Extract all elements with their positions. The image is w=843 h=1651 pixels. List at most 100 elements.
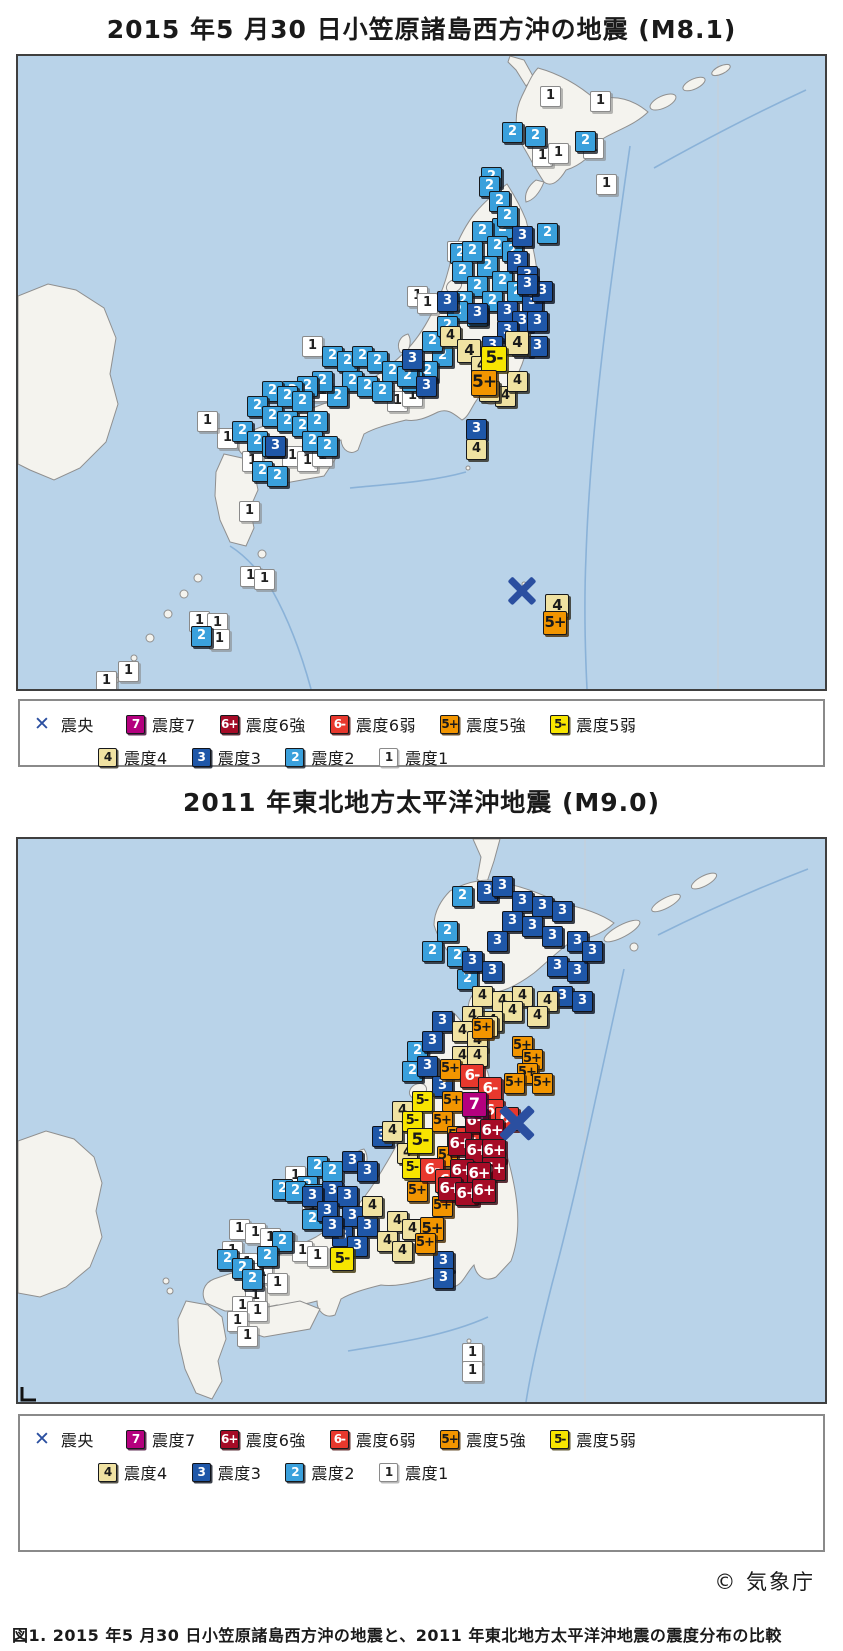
island-kuril — [711, 63, 731, 77]
legend-label: 震度6強 — [245, 1431, 306, 1450]
intensity-marker-3: 3 — [356, 1215, 378, 1237]
intensity-marker-7: 7 — [461, 1091, 487, 1117]
legend-label: 震度5強 — [466, 716, 527, 735]
island-sw-3 — [179, 589, 189, 599]
intensity-marker-4: 4 — [501, 1000, 523, 1022]
legend-swatch-1: 1 — [379, 1462, 399, 1482]
intensity-marker-3: 3 — [336, 1185, 358, 1207]
island-kunashiri — [603, 919, 641, 943]
intensity-marker-2: 2 — [371, 380, 393, 402]
intensity-marker-3: 3 — [264, 435, 286, 457]
island-sw-5 — [145, 633, 155, 643]
intensity-marker-1: 1 — [416, 292, 438, 314]
legend-swatch-3: 3 — [191, 1462, 211, 1482]
intensity-marker-3: 3 — [516, 273, 538, 295]
intensity-marker-3: 3 — [566, 960, 588, 982]
intensity-marker-5-: 5- — [481, 346, 507, 372]
intensity-marker-2: 2 — [190, 625, 212, 647]
island-shikotan — [629, 942, 639, 952]
map-2011-tohoku: 1111111111111111111222222222222222222233… — [16, 837, 827, 1404]
island-izu-3 — [465, 465, 471, 471]
island-etorofu — [651, 893, 681, 913]
intensity-marker-2: 2 — [316, 435, 338, 457]
intensity-marker-5+: 5+ — [471, 370, 497, 396]
copyright: © 気象庁 — [714, 1570, 815, 1594]
legend-label: 震度6弱 — [355, 716, 417, 735]
legend-swatch-5+: 5+ — [440, 714, 460, 734]
trench-line-japan — [584, 145, 631, 689]
intensity-marker-1: 1 — [253, 568, 275, 590]
intensity-marker-2: 2 — [436, 920, 458, 942]
legend-item-5-: 5- 震度5弱 — [550, 1427, 636, 1451]
intensity-marker-3: 3 — [531, 895, 553, 917]
legend-swatch-2: 2 — [285, 747, 305, 767]
legend-label: 震度1 — [405, 749, 449, 768]
intensity-marker-4: 4 — [361, 1195, 383, 1217]
legend-item-3: 3 震度3 — [191, 1460, 262, 1484]
legend-swatch-3: 3 — [191, 747, 211, 767]
intensity-marker-3: 3 — [401, 348, 423, 370]
legend-swatch-6+: 6+ — [219, 1429, 239, 1449]
intensity-marker-1: 1 — [589, 90, 611, 112]
intensity-marker-3: 3 — [421, 1030, 443, 1052]
legend-item-2: 2 震度2 — [285, 745, 355, 769]
intensity-marker-3: 3 — [321, 1215, 343, 1237]
intensity-marker-4: 4 — [526, 1005, 548, 1027]
legend-item-4: 4 震度4 — [98, 1460, 168, 1484]
intensity-legend-2015: ✕ 震央 7 震度7 6+ 震度6強 6- 震度6弱 5+ 震度5強 5- 震度5弱 4 震度4 3 震度3 2… — [18, 699, 825, 769]
legend-item-epicenter: ✕ 震央 — [34, 712, 100, 736]
epicenter-x-mark — [505, 574, 539, 608]
intensity-marker-5+: 5+ — [406, 1180, 428, 1202]
intensity-marker-2: 2 — [461, 240, 483, 262]
intensity-marker-3: 3 — [466, 302, 488, 324]
intensity-marker-5-: 5- — [330, 1247, 354, 1271]
intensity-marker-4: 4 — [505, 331, 529, 355]
legend-item-5+: 5+ 震度5強 — [440, 1427, 526, 1451]
intensity-marker-1: 1 — [301, 335, 323, 357]
legend-swatch-1: 1 — [379, 747, 399, 767]
legend-swatch-5-: 5- — [550, 1429, 570, 1449]
trench-line-kuril — [653, 89, 807, 169]
legend-label: 震度5弱 — [576, 1431, 637, 1450]
island-tsushima-1 — [162, 1277, 170, 1285]
legend-item-3: 3 震度3 — [191, 745, 262, 769]
intensity-marker-5+: 5+ — [414, 1232, 436, 1254]
trench-line-nankai — [347, 1316, 489, 1352]
intensity-marker-5-: 5- — [411, 1090, 433, 1112]
intensity-marker-3: 3 — [431, 1010, 453, 1032]
legend-label: 震度6弱 — [355, 1431, 417, 1450]
intensity-marker-3: 3 — [581, 940, 603, 962]
intensity-marker-1: 1 — [208, 628, 230, 650]
legend-label: 震度1 — [405, 1464, 449, 1483]
map-2015-ogasawara: 1111111111111111111111111112222222222222… — [16, 54, 827, 691]
intensity-marker-3: 3 — [546, 955, 568, 977]
legend-swatch-2: 2 — [285, 1462, 305, 1482]
intensity-marker-1: 1 — [236, 1325, 258, 1347]
intensity-marker-3: 3 — [486, 930, 508, 952]
legend-label: 震度6強 — [245, 716, 306, 735]
intensity-marker-3: 3 — [521, 915, 543, 937]
intensity-marker-2: 2 — [496, 205, 518, 227]
intensity-marker-3: 3 — [571, 990, 593, 1012]
intensity-marker-2: 2 — [284, 1180, 306, 1202]
epicenter-x-icon: ✕ — [34, 1427, 50, 1450]
island-tsushima-2 — [166, 1287, 174, 1295]
map-corner-tick — [20, 1387, 36, 1402]
intensity-marker-2: 2 — [291, 390, 313, 412]
legend-item-5-: 5- 震度5弱 — [550, 712, 636, 736]
map-title-2011: 2011 年東北地方太平洋沖地震 (M9.0) — [182, 788, 660, 817]
legend-item-epicenter: ✕ 震央 — [34, 1427, 100, 1451]
island-kunashiri — [649, 93, 677, 111]
legend-label: 震度7 — [152, 1431, 196, 1450]
intensity-marker-3: 3 — [491, 875, 513, 897]
intensity-marker-1: 1 — [266, 1272, 288, 1294]
legend-swatch-5-: 5- — [550, 714, 570, 734]
intensity-marker-5+: 5+ — [503, 1072, 525, 1094]
legend-swatch-4: 4 — [98, 747, 117, 767]
legend-label: 震度7 — [152, 716, 196, 735]
legend-swatch-6-: 6- — [329, 714, 349, 734]
intensity-marker-3: 3 — [416, 1055, 438, 1077]
intensity-marker-3: 3 — [511, 225, 533, 247]
intensity-marker-4: 4 — [391, 1240, 413, 1262]
intensity-marker-3: 3 — [551, 900, 573, 922]
